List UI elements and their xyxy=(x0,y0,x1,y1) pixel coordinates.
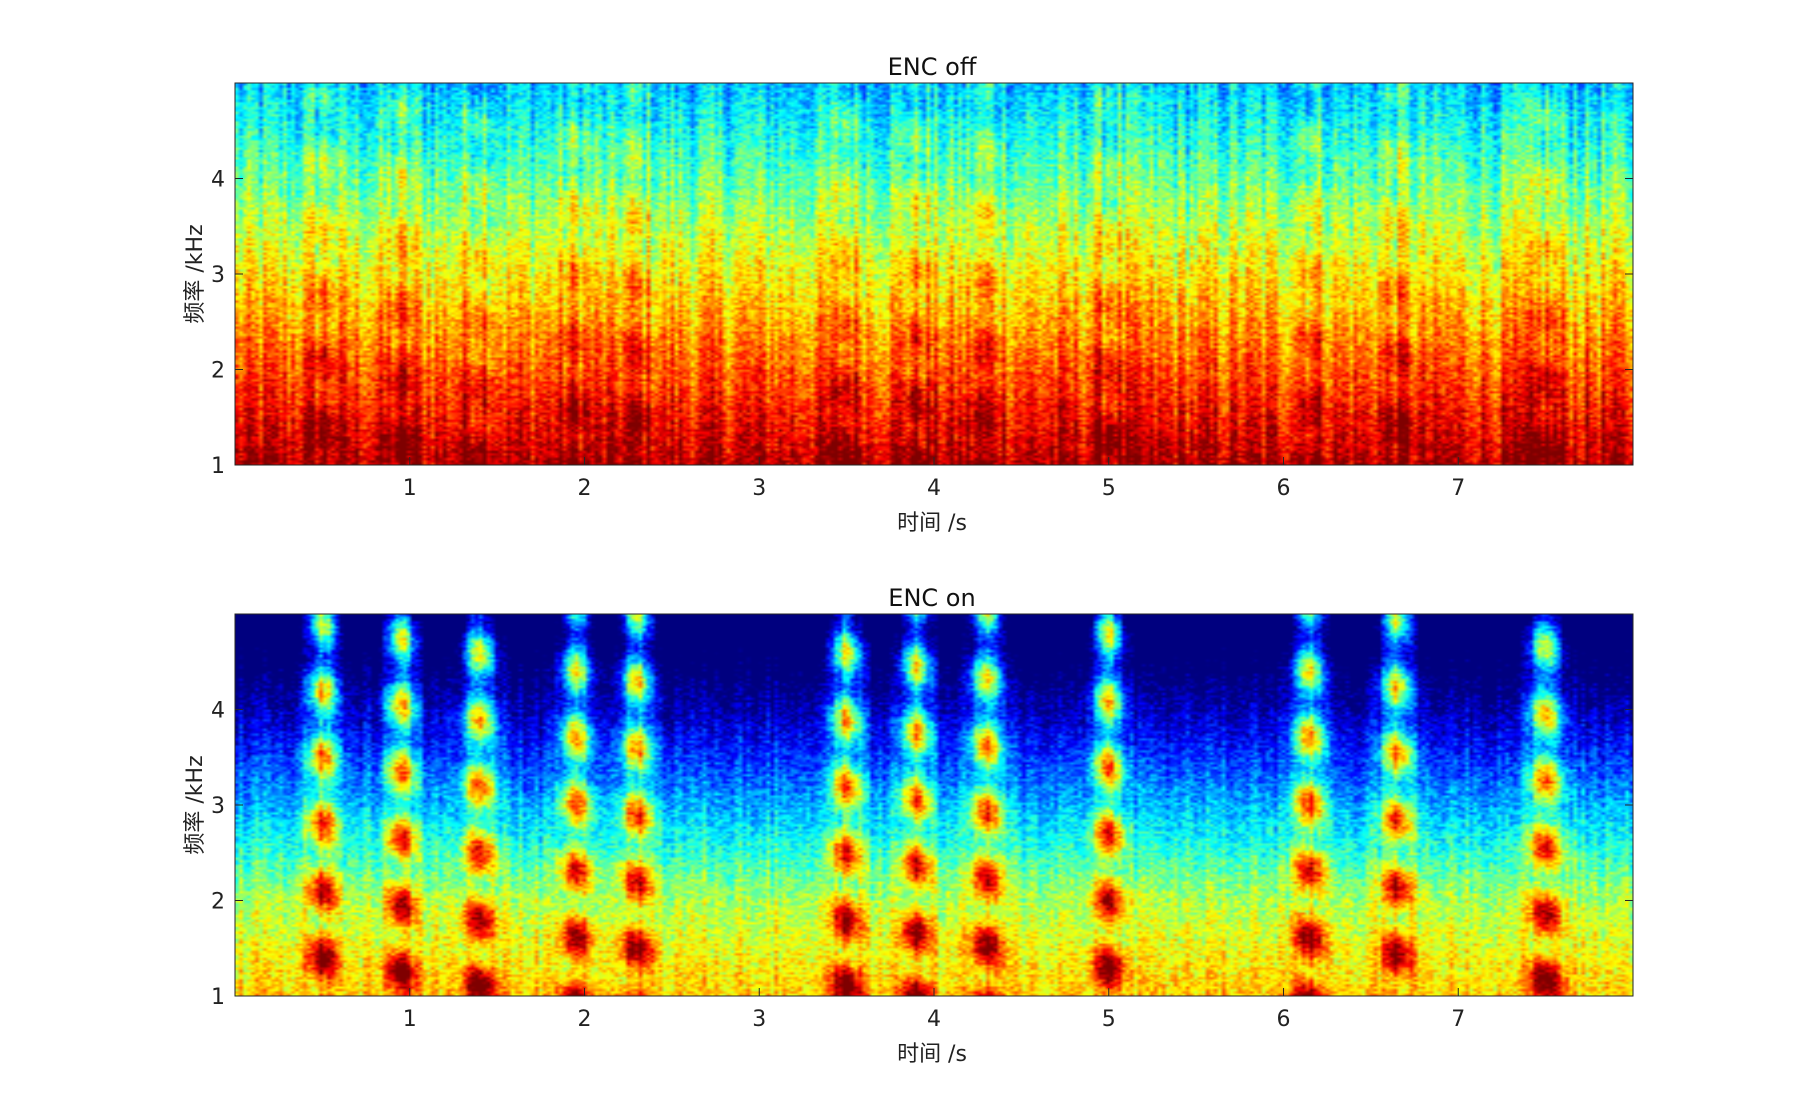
x-axis-label: 时间 /s xyxy=(897,511,967,536)
x-tick-label: 2 xyxy=(578,1007,592,1032)
x-tick-label: 5 xyxy=(1102,1007,1116,1032)
subplot-enc-on: ENC on 1 2 3 4 5 6 7 1 2 3 4 时间 /s 频率 /kHz xyxy=(183,584,1634,1067)
y-axis-label: 频率 /kHz xyxy=(183,755,208,854)
x-axis: 1 2 3 4 5 6 7 xyxy=(403,988,1465,1032)
x-tick-label: 4 xyxy=(927,1007,941,1032)
y-tick-label: 4 xyxy=(211,699,225,724)
x-tick-label: 6 xyxy=(1277,1007,1291,1032)
subplot-enc-off: ENC off 1 2 3 4 5 6 7 1 2 3 4 时间 /s 频率 /kHz xyxy=(183,53,1634,536)
x-axis-label: 时间 /s xyxy=(897,1042,967,1067)
x-tick-label: 5 xyxy=(1102,476,1116,501)
x-tick-label: 2 xyxy=(578,476,592,501)
chart-title: ENC off xyxy=(888,53,977,81)
x-tick-label: 4 xyxy=(927,476,941,501)
x-tick-label: 1 xyxy=(403,476,417,501)
x-tick-label: 1 xyxy=(403,1007,417,1032)
x-tick-label: 7 xyxy=(1451,1007,1465,1032)
y-tick-label: 3 xyxy=(211,794,225,819)
y-tick-label: 1 xyxy=(211,454,225,479)
spectrogram-image xyxy=(235,83,1633,465)
y-axis-label: 频率 /kHz xyxy=(183,224,208,323)
y-tick-label: 2 xyxy=(211,890,225,915)
y-tick-label: 3 xyxy=(211,263,225,288)
y-axis: 1 2 3 4 xyxy=(211,168,1633,479)
x-tick-label: 3 xyxy=(752,476,766,501)
spectrogram-image xyxy=(235,614,1633,996)
y-tick-label: 4 xyxy=(211,168,225,193)
y-tick-label: 2 xyxy=(211,359,225,384)
x-tick-label: 3 xyxy=(752,1007,766,1032)
y-axis: 1 2 3 4 xyxy=(211,699,1633,1010)
y-tick-label: 1 xyxy=(211,985,225,1010)
chart-title: ENC on xyxy=(888,584,975,612)
x-axis: 1 2 3 4 5 6 7 xyxy=(403,457,1465,501)
x-tick-label: 6 xyxy=(1277,476,1291,501)
x-tick-label: 7 xyxy=(1451,476,1465,501)
